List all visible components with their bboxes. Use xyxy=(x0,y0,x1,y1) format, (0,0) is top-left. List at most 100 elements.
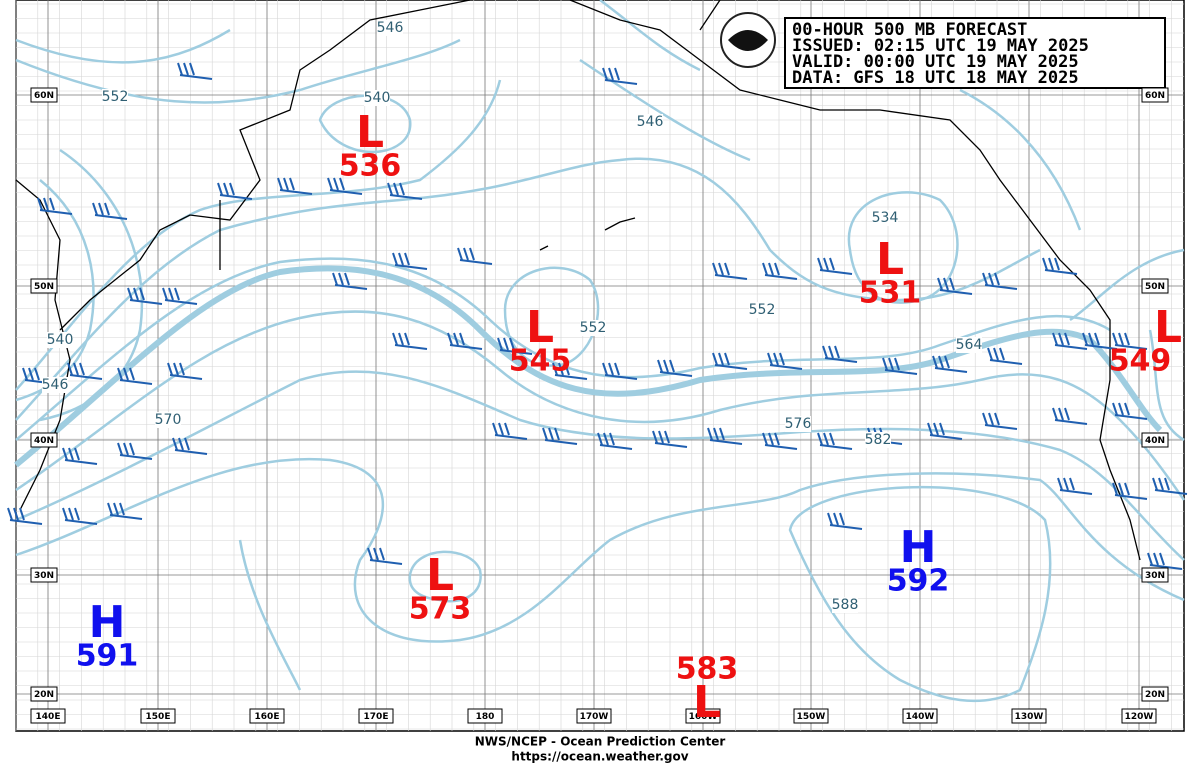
lat-label: 30N xyxy=(1145,571,1165,581)
wind-barb-feather xyxy=(774,432,780,446)
center-value: 592 xyxy=(887,564,950,599)
wind-barb-feather xyxy=(139,287,145,301)
wind-barb-feather xyxy=(602,67,608,81)
wind-barb-feather xyxy=(773,352,779,366)
wind-barb-feather xyxy=(1063,477,1069,491)
lat-label: 60N xyxy=(34,91,54,101)
contour-label-bg xyxy=(785,416,811,432)
wind-barb-feather xyxy=(332,272,338,286)
lat-label: 60N xyxy=(1145,91,1165,101)
wind-barb-feather xyxy=(68,447,74,461)
wind-barb-feather xyxy=(1048,257,1054,271)
wind-barb-feather xyxy=(564,362,570,376)
lon-label: 160E xyxy=(255,712,280,722)
wind-barb-feather xyxy=(49,197,55,211)
wind-barb-feather xyxy=(1118,402,1124,416)
lon-label-box xyxy=(358,708,394,724)
wind-barb-shaft xyxy=(219,194,253,200)
wind-barb-feather xyxy=(333,177,339,191)
contour-label-bg xyxy=(42,377,68,393)
wind-barb-feather xyxy=(117,442,123,456)
wind-barb-feather xyxy=(718,262,724,276)
contour-label: 582 xyxy=(865,432,892,448)
lon-label: 160W xyxy=(689,712,718,722)
wind-barb-feather xyxy=(822,345,828,359)
wind-barb-shaft xyxy=(9,519,43,525)
wind-barb-feather xyxy=(404,252,410,266)
wind-barb-shaft xyxy=(939,289,973,295)
wind-barb-feather xyxy=(327,177,333,191)
center-letter: L xyxy=(356,107,384,158)
wind-barb-feather xyxy=(13,507,19,521)
lon-label-box xyxy=(1121,708,1157,724)
center-value: 531 xyxy=(859,276,922,311)
lat-label-box xyxy=(1141,432,1169,448)
wind-barb-feather xyxy=(104,202,110,216)
center-letter: L xyxy=(526,302,554,353)
wind-barb-feather xyxy=(767,352,773,366)
wind-barb-feather xyxy=(344,272,350,286)
contour-label: 552 xyxy=(102,89,129,105)
wind-barb-feather xyxy=(724,352,730,366)
wind-barb-feather xyxy=(993,347,999,361)
wind-barb-shaft xyxy=(709,439,743,445)
wind-barb-feather xyxy=(1124,482,1130,496)
header-line: ISSUED: 02:15 UTC 19 MAY 2025 xyxy=(792,36,1089,56)
wind-barb-feather xyxy=(289,177,295,191)
center-letter: L xyxy=(693,677,721,728)
wind-barb-feather xyxy=(1069,477,1075,491)
wind-barb-shaft xyxy=(1054,419,1088,425)
wind-barb-feather xyxy=(183,62,189,76)
center-value: 583 xyxy=(676,652,739,687)
wind-barb-shaft xyxy=(599,444,633,450)
wind-barb-feather xyxy=(724,262,730,276)
wind-barb-shaft xyxy=(1114,494,1148,500)
coastlines xyxy=(15,0,1141,561)
wind-barb-feather xyxy=(229,182,235,196)
wind-barb-shaft xyxy=(764,444,798,450)
wind-barb-shaft xyxy=(819,444,853,450)
lon-label-box xyxy=(576,708,612,724)
wind-barb-feather xyxy=(509,337,515,351)
contour-label-bg xyxy=(865,432,891,448)
contour-label-bg xyxy=(102,89,128,105)
lat-label-box xyxy=(30,686,58,702)
wind-barb-feather xyxy=(944,355,950,369)
wind-barb-shaft xyxy=(69,374,103,380)
wind-barb-feather xyxy=(167,362,173,376)
wind-barb-feather xyxy=(829,257,835,271)
center-letter: H xyxy=(900,522,937,573)
wind-barb-feather xyxy=(603,432,609,446)
wind-barb-feather xyxy=(379,547,385,561)
wind-barb-feather xyxy=(982,272,988,286)
wind-barb-feather xyxy=(982,412,988,426)
wind-barb-feather xyxy=(19,507,25,521)
contour-label-bg xyxy=(749,302,775,318)
wind-barb-feather xyxy=(497,337,503,351)
wind-barb-feather xyxy=(172,437,178,451)
wind-barb-feather xyxy=(542,427,548,441)
wind-barb-feather xyxy=(712,262,718,276)
wind-barb-feather xyxy=(988,272,994,286)
wind-barb-shaft xyxy=(1054,344,1088,350)
lon-label: 180 xyxy=(476,712,495,722)
wind-barb-feather xyxy=(762,432,768,446)
wind-barb-feather xyxy=(117,367,123,381)
wind-barb-feather xyxy=(98,202,104,216)
wind-barb-feather xyxy=(373,547,379,561)
lat-label-box xyxy=(1141,686,1169,702)
header-line: VALID: 00:00 UTC 19 MAY 2025 xyxy=(792,52,1079,72)
wind-barb-shaft xyxy=(1154,489,1188,495)
contour-label: 546 xyxy=(42,377,69,393)
lat-label-box xyxy=(30,278,58,294)
wind-barb-feather xyxy=(43,197,49,211)
wind-barb-shaft xyxy=(604,374,638,380)
wind-barb-feather xyxy=(1064,407,1070,421)
wind-barb-feather xyxy=(67,362,73,376)
wind-barb-feather xyxy=(404,332,410,346)
center-letter: L xyxy=(426,550,454,601)
lon-label-box xyxy=(902,708,938,724)
wind-barb-feather xyxy=(1124,402,1130,416)
